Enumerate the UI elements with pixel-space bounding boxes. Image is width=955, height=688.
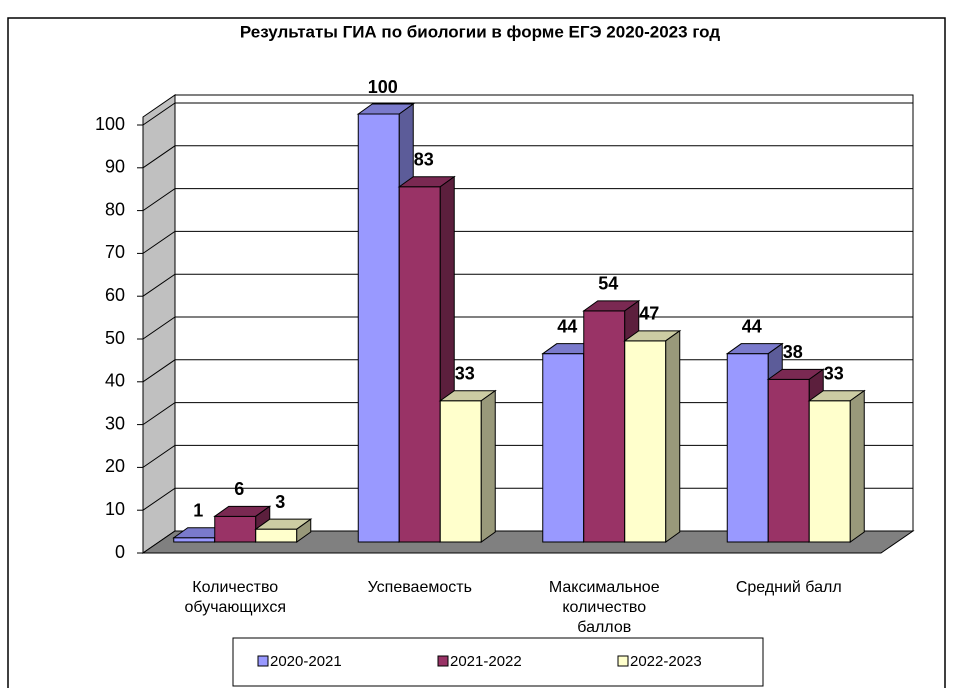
legend-label: 2021-2022 (450, 653, 522, 670)
data-label: 33 (455, 364, 475, 384)
bar-front (624, 340, 667, 543)
data-label: 6 (234, 479, 244, 499)
y-tick-label: 10 (105, 499, 125, 519)
legend-swatch (437, 655, 449, 667)
x-tick-label: Количество обучающихся (184, 579, 286, 616)
data-label: 100 (368, 77, 398, 97)
y-tick-label: 50 (105, 328, 125, 348)
data-label: 54 (598, 274, 618, 294)
legend-box (232, 637, 764, 687)
y-tick-label: 0 (115, 542, 125, 562)
bar-front (357, 113, 400, 543)
bar-side (665, 329, 681, 543)
bar-front (173, 537, 216, 543)
bar (254, 518, 313, 543)
bar-side (480, 389, 496, 543)
bar-side (296, 518, 312, 543)
grid-line (142, 273, 913, 297)
data-label: 44 (742, 316, 762, 336)
y-tick-label: 80 (105, 199, 125, 219)
legend-swatch (617, 655, 629, 667)
y-tick-label: 40 (105, 371, 125, 391)
legend-label: 2022-2023 (630, 653, 702, 670)
floor (141, 530, 915, 554)
data-label: 38 (783, 342, 803, 362)
data-label: 83 (414, 150, 434, 170)
bar-front (542, 353, 585, 543)
grid-line (142, 316, 913, 340)
bar-front (255, 528, 298, 543)
bar-front (767, 378, 810, 543)
bar (807, 389, 866, 543)
y-tick-label: 30 (105, 413, 125, 433)
bar-side (849, 389, 865, 543)
chart-title: Результаты ГИА по биологии в форме ЕГЭ 2… (240, 22, 720, 41)
bar (438, 389, 497, 543)
bar-front (808, 400, 851, 543)
bar-front (583, 310, 626, 543)
data-label: 3 (275, 492, 285, 512)
y-tick-label: 60 (105, 285, 125, 305)
grid-line (142, 230, 913, 254)
x-tick-label: Максимальное количество баллов (549, 579, 660, 636)
side-wall (142, 94, 176, 554)
data-label: 1 (193, 500, 203, 520)
data-label: 44 (557, 316, 577, 336)
x-tick-label: Средний балл (736, 579, 842, 596)
bar (623, 329, 682, 543)
y-tick-label: 100 (95, 114, 125, 134)
data-label: 47 (639, 304, 659, 324)
bar-front (439, 400, 482, 543)
y-tick-label: 70 (105, 242, 125, 262)
grid-line (142, 145, 913, 169)
legend-label: 2020-2021 (270, 653, 342, 670)
bar-front (726, 353, 769, 543)
data-label: 33 (824, 364, 844, 384)
y-tick-label: 20 (105, 456, 125, 476)
bar-front (214, 515, 257, 543)
legend-swatch (257, 655, 269, 667)
x-tick-label: Успеваемость (368, 579, 472, 596)
y-tick-label: 90 (105, 157, 125, 177)
bar-front (398, 186, 441, 543)
grid-line (142, 188, 913, 212)
grid-line (142, 102, 913, 126)
